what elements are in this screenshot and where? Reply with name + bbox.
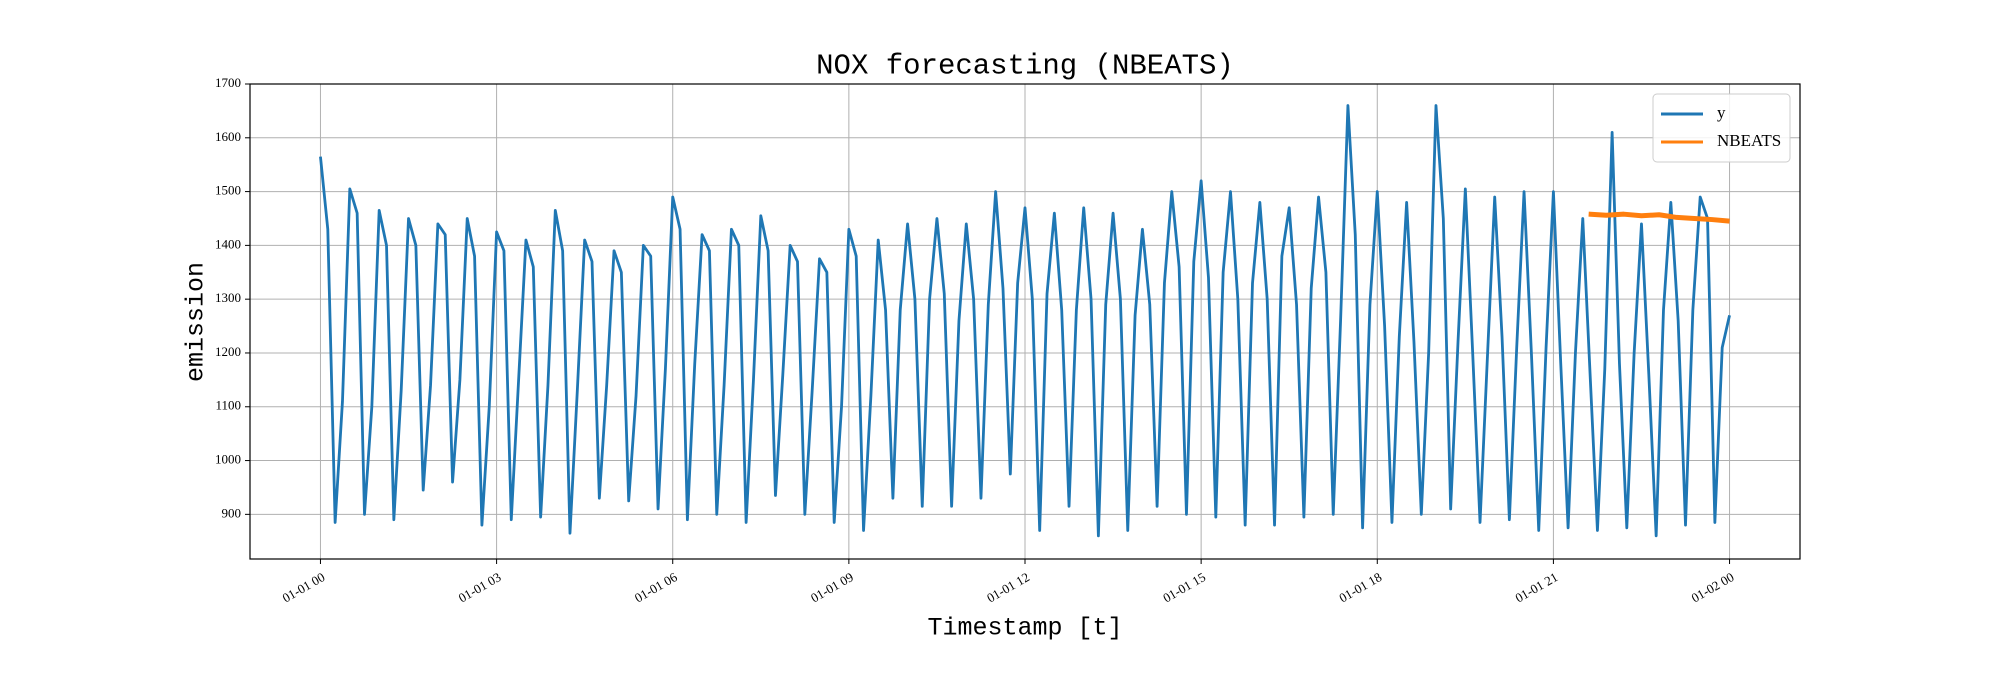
y-tick-label: 1600	[215, 129, 241, 144]
y-tick-label: 1100	[215, 398, 241, 413]
x-tick-label: 01-01 18	[1336, 569, 1384, 605]
y-tick-label: 1700	[215, 75, 241, 90]
legend-box	[1652, 93, 1791, 163]
x-tick-label: 01-01 12	[984, 569, 1032, 605]
plot-frame	[249, 83, 1801, 560]
x-tick-label: 01-02 00	[1689, 569, 1737, 605]
line-series	[319, 104, 1731, 538]
y-tick-label: 1200	[215, 344, 241, 359]
y-tick-label: 1400	[215, 236, 241, 251]
chart-title: NOX forecasting (NBEATS)	[816, 50, 1234, 83]
y-tick-label: 1500	[215, 183, 241, 198]
x-tick-label: 01-01 03	[456, 569, 504, 605]
y-tick-label: 900	[222, 505, 242, 520]
y-tick-label: 1300	[215, 290, 241, 305]
legend: y NBEATS	[1652, 93, 1791, 163]
x-tick-label: 01-01 15	[1160, 569, 1208, 605]
x-tick-label: 01-01 00	[280, 569, 328, 605]
legend-label: y	[1717, 103, 1726, 122]
x-tick-label: 01-01 21	[1513, 569, 1561, 605]
legend-label: NBEATS	[1717, 131, 1781, 150]
line-series	[1588, 211, 1730, 224]
y-axis-label: emission	[182, 262, 211, 382]
x-tick-label: 01-01 06	[632, 569, 680, 606]
x-axis-label: Timestamp [t]	[927, 614, 1122, 643]
x-tick-label: 01-01 09	[808, 569, 856, 605]
y-tick-label: 1000	[215, 452, 241, 467]
